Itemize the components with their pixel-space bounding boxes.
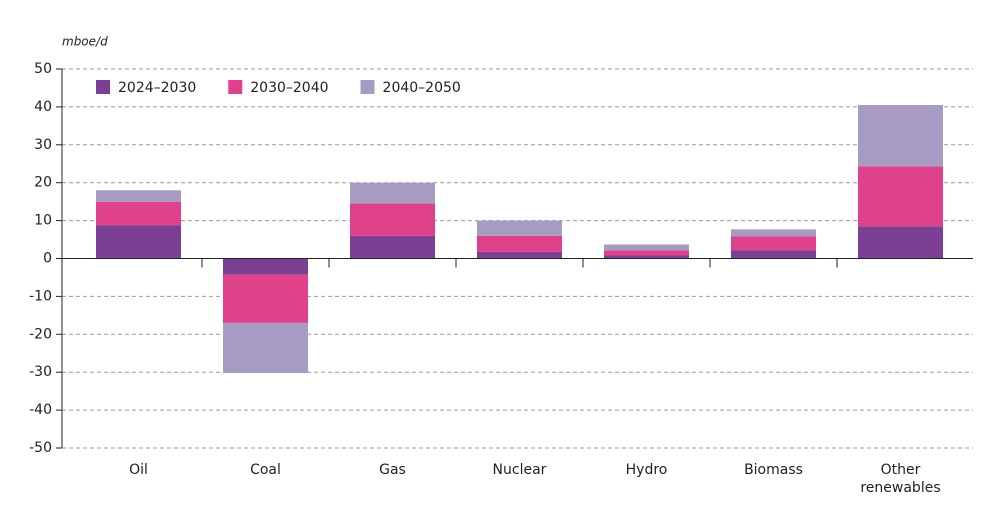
bar-segment <box>604 244 689 251</box>
y-tick-label: -40 <box>29 402 52 418</box>
bar-segment <box>477 235 562 252</box>
x-tick-label: Other renewables <box>860 462 940 496</box>
legend-label: 2040–2050 <box>383 80 461 96</box>
bar-segment <box>731 229 816 237</box>
bar-segment <box>96 225 181 259</box>
bar-segment <box>350 203 435 236</box>
bar-segment <box>350 182 435 204</box>
bar-segment <box>223 258 308 275</box>
x-tick-label: Gas <box>379 462 406 478</box>
y-tick-label: 30 <box>34 137 52 153</box>
y-tick-label: 40 <box>34 99 52 115</box>
y-tick-label: -10 <box>29 288 52 304</box>
bar-segment <box>731 250 816 259</box>
x-tick-label: Hydro <box>626 462 668 478</box>
bar-segment <box>477 220 562 236</box>
legend-label: 2024–2030 <box>118 80 196 96</box>
legend-swatch <box>228 80 243 94</box>
bar-segment <box>604 255 689 259</box>
x-tick-label: Nuclear <box>493 462 547 478</box>
bar-segment <box>477 251 562 259</box>
x-tick-label: Coal <box>250 462 281 478</box>
y-tick-label: 50 <box>34 61 52 77</box>
bar-segment <box>731 236 816 251</box>
bar-segment <box>223 274 308 323</box>
bar-segment <box>858 166 943 227</box>
legend-swatch <box>360 80 375 94</box>
y-tick-label: -20 <box>29 326 52 342</box>
y-axis-label: mboe/d <box>62 35 108 49</box>
legend-swatch <box>96 80 110 94</box>
bar-segment <box>96 201 181 226</box>
y-tick-label: -30 <box>29 364 52 380</box>
bar-segment <box>604 250 689 256</box>
x-tick-label: Biomass <box>744 462 803 478</box>
bar-segment <box>223 322 308 373</box>
y-tick-label: -50 <box>29 440 52 456</box>
y-tick-label: 0 <box>43 251 52 267</box>
bar-segment <box>96 190 181 202</box>
bar-segment <box>858 105 943 167</box>
y-tick-label: 20 <box>34 175 52 191</box>
legend-label: 2030–2040 <box>250 80 328 96</box>
x-tick-label: Oil <box>129 462 148 478</box>
bar-segment <box>350 235 435 259</box>
bar-segment <box>858 226 943 259</box>
y-tick-label: 10 <box>34 213 52 229</box>
